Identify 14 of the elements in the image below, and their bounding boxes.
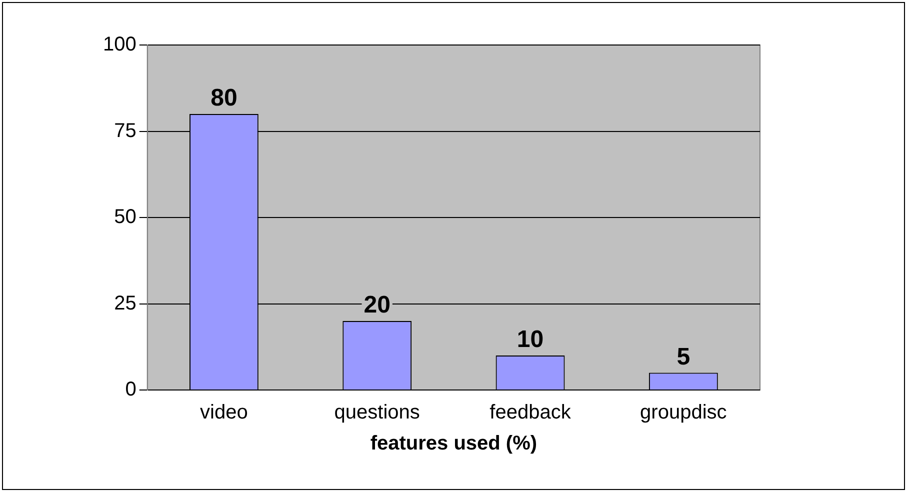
y-tick-label: 25	[114, 292, 136, 314]
y-tick-label: 0	[125, 378, 136, 401]
y-tick-label: 100	[102, 34, 136, 56]
data-label: 5	[676, 343, 690, 370]
x-axis-title: features used (%)	[370, 432, 538, 455]
data-label: 10	[516, 326, 544, 354]
x-tick-label: groupdisc	[640, 402, 727, 424]
y-tick-label: 50	[114, 206, 136, 228]
x-tick-label: feedback	[490, 402, 572, 424]
data-label: 20	[364, 292, 390, 319]
x-tick-label: video	[200, 402, 248, 424]
data-label: 80	[210, 84, 238, 112]
y-tick-label: 75	[114, 120, 136, 142]
x-tick-label: questions	[334, 402, 420, 424]
